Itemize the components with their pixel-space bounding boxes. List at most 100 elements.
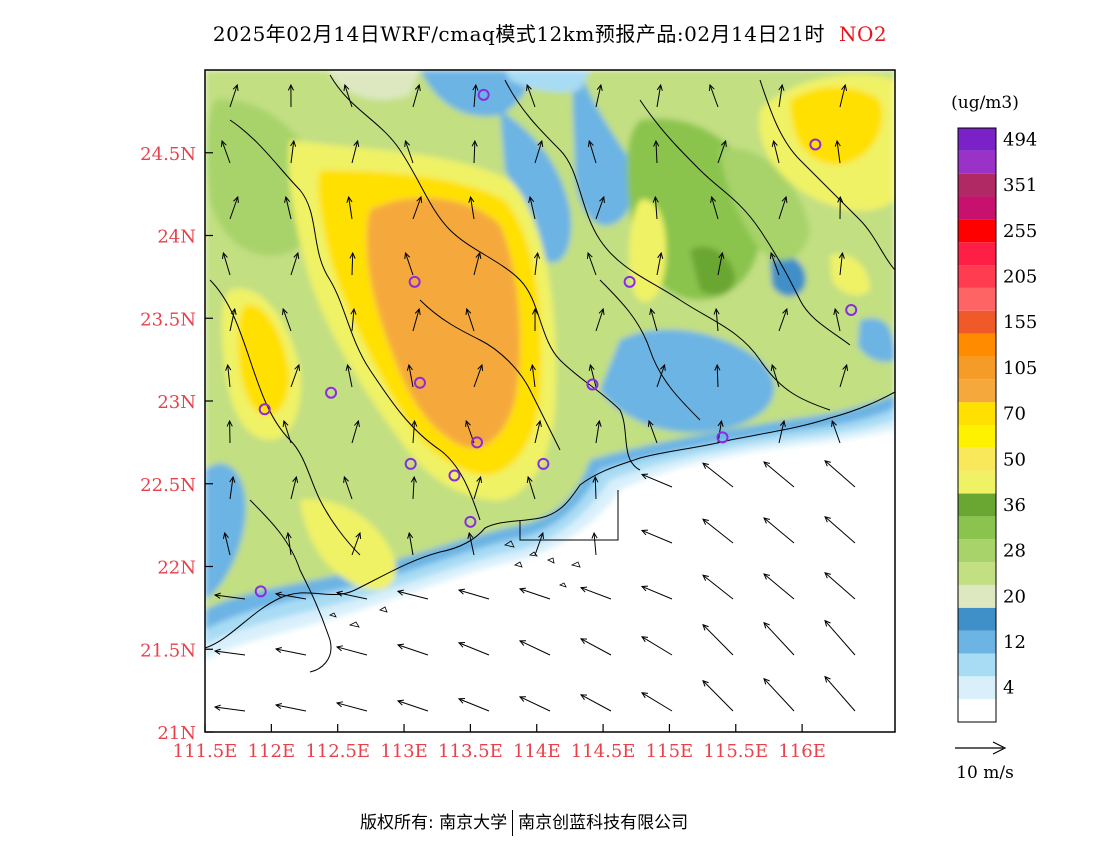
wind-arrow (346, 195, 353, 220)
wind-arrow (702, 518, 734, 544)
colorbar-label: 351 (1003, 175, 1037, 196)
station-marker (471, 436, 484, 449)
colorbar-bin (958, 287, 996, 311)
lon-tick-label: 111.5E (173, 741, 238, 762)
wind-arrow (778, 307, 788, 332)
station-marker (254, 585, 267, 598)
wind-arrow (831, 419, 841, 444)
station-marker (448, 469, 461, 482)
station-marker (325, 386, 338, 399)
wind-arrow (282, 419, 292, 444)
lat-tick-label: 24N (157, 227, 196, 248)
station-marker (258, 403, 271, 416)
wind-arrow (345, 363, 353, 388)
wind-arrow (824, 460, 856, 488)
wind-arrow (350, 307, 357, 332)
wind-arrow (343, 475, 353, 500)
wind-arrow (778, 83, 785, 108)
wind-arrow (282, 307, 292, 332)
wind-arrow (647, 419, 658, 444)
colorbar-bin (958, 607, 996, 631)
wind-arrow (586, 251, 597, 276)
wind-arrow (763, 677, 795, 712)
wind-arrow (717, 251, 725, 276)
wind-arrow (531, 307, 539, 332)
wind-arrow (222, 531, 231, 556)
wind-arrow (518, 640, 551, 656)
lon-tick-label: 114.5E (571, 741, 636, 762)
wind-arrow (656, 251, 664, 276)
wind-arrow (229, 307, 237, 332)
lat-tick-label: 23N (157, 392, 196, 413)
wind-arrow (713, 307, 720, 332)
wind-arrow (226, 419, 233, 444)
station-marker (404, 457, 417, 470)
wind-arrow (396, 589, 429, 600)
station-marker (809, 138, 822, 151)
wind-arrow (526, 83, 536, 108)
wind-arrow (595, 307, 605, 332)
wind-arrow (649, 307, 658, 332)
wind-arrow (652, 195, 659, 220)
station-marker (845, 303, 858, 316)
wind-arrow (579, 586, 612, 600)
wind-arrow (710, 195, 719, 220)
station-marker (716, 431, 729, 444)
wind-arrow (274, 591, 307, 600)
wind-arrow (595, 419, 602, 444)
colorbar-bin (958, 150, 996, 174)
wind-arrow (824, 675, 856, 712)
wind-arrow (287, 83, 294, 108)
wind-arrow (595, 83, 603, 108)
wind-arrow (467, 531, 475, 556)
administrative-boundaries (205, 74, 895, 673)
wind-arrow (824, 572, 856, 600)
colorbar-bin (958, 447, 996, 471)
wind-arrow (640, 585, 673, 600)
wind-arrow (518, 696, 551, 712)
colorbar-label: 50 (1003, 449, 1026, 470)
wind-arrow (412, 307, 421, 332)
wind-arrow (763, 573, 795, 600)
wind-arrow (412, 195, 423, 220)
wind-arrow (213, 648, 246, 656)
wind-arrow (763, 517, 795, 544)
monitoring-stations (254, 88, 858, 598)
wind-arrow (837, 195, 844, 220)
wind-arrow (274, 702, 307, 712)
colorbar-bin (958, 379, 996, 403)
lon-tick-label: 115.5E (703, 741, 768, 762)
colorbar: 4 12 20 28 36 50 70 105 155 205 255 351 494 (957, 127, 1037, 723)
wind-arrow (472, 83, 479, 108)
wind-arrow (763, 621, 795, 656)
lat-tick-label: 21N (157, 723, 196, 744)
wind-arrow (213, 704, 246, 712)
wind-arrow (526, 475, 536, 500)
wind-arrow (824, 619, 856, 656)
wind-vectors (213, 83, 856, 712)
colorbar-label: 494 (1003, 129, 1037, 150)
wind-arrow (335, 701, 368, 712)
wind-arrow (778, 419, 786, 444)
lon-tick-label: 113E (380, 741, 428, 762)
colorbar-bin (958, 219, 996, 243)
wind-arrow (770, 363, 780, 388)
station-marker (623, 275, 636, 288)
wind-arrow (714, 363, 721, 388)
colorbar-bin (958, 173, 996, 197)
colorbar-unit: (ug/m3) (951, 93, 1019, 113)
wind-arrow (468, 195, 475, 220)
colorbar-label: 255 (1003, 221, 1037, 242)
footer-separator (512, 810, 514, 836)
wind-arrow (290, 251, 300, 276)
wind-arrow (290, 475, 299, 500)
wind-arrow (587, 139, 597, 164)
wind-arrow (833, 307, 841, 332)
lat-tick-label: 23.5N (140, 309, 196, 330)
colorbar-bin (958, 630, 996, 654)
colorbar-bin (958, 265, 996, 288)
colorbar-bin (958, 356, 996, 380)
wind-arrow (284, 195, 292, 220)
lat-tick-label: 22.5N (140, 475, 196, 496)
colorbar-bin (958, 128, 996, 151)
